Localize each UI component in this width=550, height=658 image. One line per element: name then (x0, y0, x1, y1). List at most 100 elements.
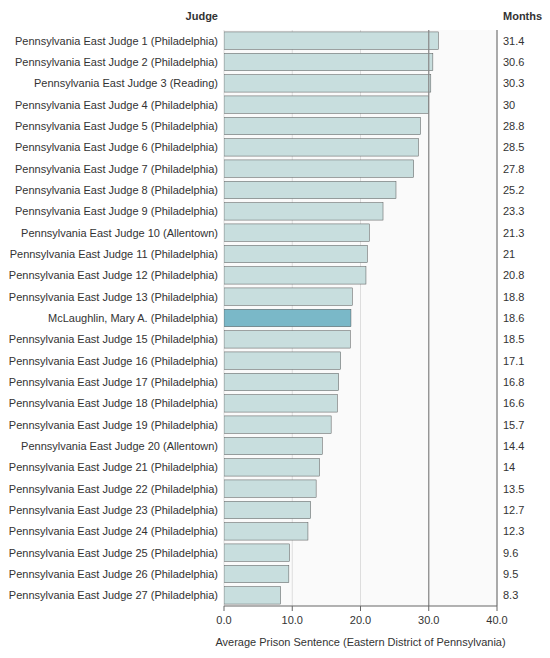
data-label: 15.7 (503, 419, 524, 431)
bar (224, 373, 339, 390)
y2-axis-header: Months (503, 10, 542, 22)
bar (224, 544, 290, 561)
category-label: Pennsylvania East Judge 25 (Philadelphia… (9, 547, 218, 559)
grid-line (360, 30, 361, 606)
bar (224, 523, 308, 540)
category-label: McLaughlin, Mary A. (Philadelphia) (48, 312, 218, 324)
category-label: Pennsylvania East Judge 5 (Philadelphia) (15, 120, 218, 132)
grid-line (497, 30, 498, 606)
category-label: Pennsylvania East Judge 2 (Philadelphia) (15, 56, 218, 68)
tick-label: 20.0 (350, 614, 371, 626)
category-label: Pennsylvania East Judge 20 (Allentown) (21, 440, 218, 452)
category-label: Pennsylvania East Judge 7 (Philadelphia) (15, 163, 218, 175)
y-axis-header: Judge (186, 10, 218, 22)
tick-label: 0.0 (216, 614, 231, 626)
category-label: Pennsylvania East Judge 11 (Philadelphia… (10, 248, 218, 260)
category-label: Pennsylvania East Judge 22 (Philadelphia… (9, 483, 218, 495)
category-label: Pennsylvania East Judge 27 (Philadelphia… (9, 589, 218, 601)
data-label: 23.3 (503, 205, 524, 217)
bar (224, 117, 421, 134)
category-label: Pennsylvania East Judge 10 (Allentown) (21, 227, 218, 239)
category-label: Pennsylvania East Judge 15 (Philadelphia… (9, 333, 218, 345)
category-label: Pennsylvania East Judge 19 (Philadelphia… (9, 419, 218, 431)
tick-mark (360, 606, 361, 611)
bar (224, 437, 322, 454)
category-label: Pennsylvania East Judge 9 (Philadelphia) (15, 205, 218, 217)
data-label: 30.3 (503, 77, 524, 89)
category-label: Pennsylvania East Judge 1 (Philadelphia) (15, 35, 218, 47)
category-label: Pennsylvania East Judge 4 (Philadelphia) (15, 99, 218, 111)
data-label: 17.1 (503, 355, 524, 367)
bar (224, 181, 396, 198)
category-label: Pennsylvania East Judge 8 (Philadelphia) (15, 184, 218, 196)
data-label: 12.7 (503, 504, 524, 516)
data-label: 9.5 (503, 568, 518, 580)
tick-label: 10.0 (282, 614, 303, 626)
bar (224, 267, 366, 284)
data-label: 13.5 (503, 483, 524, 495)
bar (224, 352, 341, 369)
category-label: Pennsylvania East Judge 12 (Philadelphia… (9, 269, 218, 281)
tick-mark (292, 606, 293, 611)
bar (224, 587, 281, 604)
bar (224, 245, 367, 262)
data-label: 30.6 (503, 56, 524, 68)
category-label: Pennsylvania East Judge 17 (Philadelphia… (9, 376, 218, 388)
category-label: Pennsylvania East Judge 23 (Philadelphia… (9, 504, 218, 516)
category-label: Pennsylvania East Judge 18 (Philadelphia… (9, 397, 218, 409)
bar (224, 395, 337, 412)
data-label: 18.8 (503, 291, 524, 303)
tick-mark (428, 606, 429, 611)
tick-mark (497, 606, 498, 611)
bar (224, 416, 331, 433)
data-label: 18.6 (503, 312, 524, 324)
data-label: 14.4 (503, 440, 524, 452)
bar (224, 224, 369, 241)
bar (224, 53, 433, 70)
reference-line (428, 30, 429, 606)
x-axis-label: Average Prison Sentence (Eastern Distric… (215, 636, 505, 648)
bar (224, 75, 431, 92)
category-label: Pennsylvania East Judge 21 (Philadelphia… (9, 461, 218, 473)
category-label: Pennsylvania East Judge 24 (Philadelphia… (9, 525, 218, 537)
data-label: 18.5 (503, 333, 524, 345)
grid-line (428, 30, 429, 606)
data-label: 28.5 (503, 141, 524, 153)
category-label: Pennsylvania East Judge 6 (Philadelphia) (15, 141, 218, 153)
bar (224, 203, 383, 220)
data-label: 31.4 (503, 35, 524, 47)
chart-container: 0.010.020.030.040.0Pennsylvania East Jud… (0, 0, 550, 658)
category-label: Pennsylvania East Judge 16 (Philadelphia… (9, 355, 218, 367)
plot-background (224, 30, 497, 606)
data-label: 16.8 (503, 376, 524, 388)
data-label: 20.8 (503, 269, 524, 281)
data-labels: 31.430.630.33028.828.527.825.223.321.321… (503, 35, 524, 602)
right-axis-line (497, 30, 498, 606)
tick-label: 30.0 (418, 614, 439, 626)
bar (224, 288, 352, 305)
data-label: 21.3 (503, 227, 524, 239)
bar (224, 331, 350, 348)
category-label: Pennsylvania East Judge 26 (Philadelphia… (9, 568, 218, 580)
category-label: Pennsylvania East Judge 13 (Philadelphia… (9, 291, 218, 303)
bar (224, 459, 320, 476)
y-axis: Pennsylvania East Judge 1 (Philadelphia)… (9, 35, 218, 602)
bar (224, 565, 289, 582)
bar (224, 501, 311, 518)
bar (224, 160, 414, 177)
data-label: 25.2 (503, 184, 524, 196)
data-label: 8.3 (503, 589, 518, 601)
bar (224, 96, 429, 113)
data-label: 27.8 (503, 163, 524, 175)
bar (224, 480, 316, 497)
data-label: 30 (503, 99, 515, 111)
bar (224, 32, 438, 49)
bar (224, 139, 419, 156)
bars (224, 30, 438, 606)
data-label: 21 (503, 248, 515, 260)
bar (224, 309, 351, 326)
data-label: 16.6 (503, 397, 524, 409)
x-axis-line (224, 606, 497, 607)
category-label: Pennsylvania East Judge 3 (Reading) (34, 77, 218, 89)
data-label: 14 (503, 461, 515, 473)
